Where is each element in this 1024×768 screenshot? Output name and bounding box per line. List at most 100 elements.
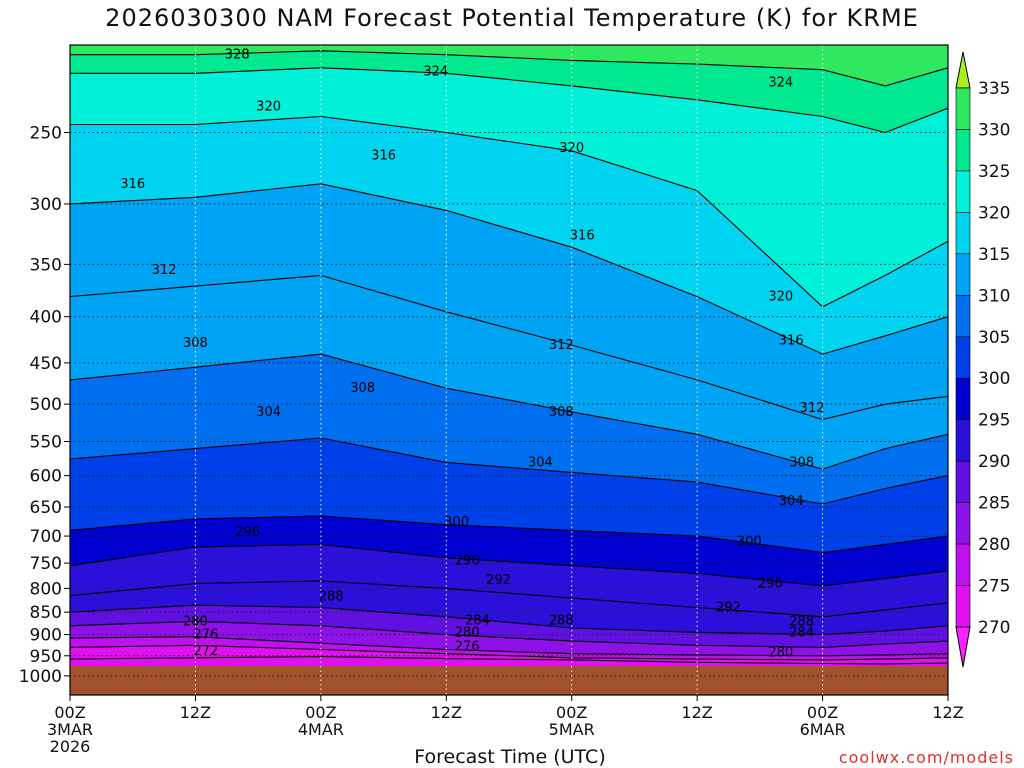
colorbar-label: 325: [978, 162, 1010, 182]
band-272: [70, 645, 948, 664]
colorbar-bottom-arrow: [955, 626, 971, 668]
x-tick-label: 5MAR: [549, 720, 595, 739]
band-316: [70, 116, 948, 355]
colorbar-segment: [955, 170, 971, 213]
contour-label: 316: [120, 177, 145, 192]
colorbar-label: 320: [978, 203, 1010, 223]
colorbar-label: 285: [978, 494, 1010, 514]
isentrope-300: [69, 515, 949, 554]
colorbar-segment: [955, 212, 971, 255]
band-below-272: [70, 656, 948, 666]
band-324: [70, 50, 948, 133]
colorbar-label: 315: [978, 245, 1010, 265]
isentrope-292: [69, 580, 949, 618]
band-296: [70, 516, 948, 586]
colorbar-segment: [955, 294, 971, 338]
contour-label: 316: [570, 228, 595, 243]
band-276: [70, 636, 948, 660]
y-tick-label: 550: [30, 433, 62, 453]
isentrope-288: [69, 604, 949, 636]
colorbar-segment: [955, 502, 971, 545]
colorbar-label: 300: [978, 369, 1010, 389]
band-308: [70, 275, 948, 470]
y-tick-label: 450: [30, 354, 62, 374]
contour-label: 276: [193, 628, 218, 643]
colorbar-segment: [955, 253, 971, 296]
x-tick-label: 12Z: [180, 703, 211, 722]
isentrope-312: [69, 274, 949, 421]
y-tick-label: 850: [30, 603, 62, 623]
colorbar-label: 270: [978, 618, 1010, 638]
contour-label: 320: [768, 290, 793, 305]
contour-label: 288: [789, 614, 814, 629]
colorbar-label: 295: [978, 411, 1010, 431]
x-tick-label: 12Z: [431, 703, 462, 722]
underground-region: [70, 665, 948, 695]
contour-label: 288: [319, 590, 344, 605]
y-tick-label: 400: [30, 308, 62, 328]
contour-label: 304: [528, 455, 553, 470]
isentrope-320: [70, 115, 949, 308]
y-tick-label: 350: [30, 255, 62, 275]
contour-label: 324: [423, 65, 448, 80]
colorbar-segment: [955, 460, 971, 504]
y-tick-label: 950: [30, 647, 62, 667]
y-tick-label: 800: [30, 579, 62, 599]
contour-label: 284: [789, 625, 814, 640]
contour-label: 320: [256, 100, 281, 115]
x-tick-label: 12Z: [681, 703, 712, 722]
isentrope-284: [69, 620, 949, 648]
isentrope-304: [69, 437, 949, 505]
contour-label: 280: [768, 646, 793, 661]
y-tick-label: 250: [30, 124, 62, 144]
colorbar-segment: [955, 419, 971, 462]
band-280: [70, 621, 948, 656]
contour-label: 312: [549, 338, 574, 353]
x-tick-label: 00Z: [305, 703, 336, 722]
contour-label: 292: [486, 573, 511, 588]
credit-text[interactable]: coolwx.com/models: [838, 748, 1014, 767]
x-tick-label: 12Z: [932, 703, 963, 722]
x-tick-label: 00Z: [807, 703, 838, 722]
contour-label: 312: [800, 401, 825, 416]
y-tick-label: 500: [30, 395, 62, 415]
band-328: [70, 45, 948, 86]
contour-label: 280: [183, 614, 208, 629]
y-tick-label: 750: [30, 554, 62, 574]
contour-label: 304: [779, 494, 804, 509]
contour-label: 280: [455, 625, 480, 640]
x-tick-label: 3MAR: [47, 720, 93, 739]
colorbar-label: 275: [978, 577, 1010, 597]
band-284: [70, 605, 948, 648]
contour-label: 296: [455, 554, 480, 569]
band-320: [70, 67, 948, 307]
contour-label: 316: [371, 148, 396, 163]
colorbar-segment: [955, 87, 971, 130]
y-tick-label: 600: [30, 467, 62, 487]
colorbar-segment: [955, 585, 971, 628]
x-tick-label: 4MAR: [298, 720, 344, 739]
contour-label: 312: [152, 263, 177, 278]
contour-label: 324: [768, 75, 793, 90]
y-tick-label: 700: [30, 527, 62, 547]
plot-frame: [69, 44, 949, 696]
x-tick-label: 00Z: [556, 703, 587, 722]
y-tick-label: 650: [30, 498, 62, 518]
contour-label: 288: [549, 613, 574, 628]
contour-label: 296: [235, 525, 260, 540]
x-tick-label: 6MAR: [800, 720, 846, 739]
chart-title: 2026030300 NAM Forecast Potential Temper…: [105, 4, 919, 32]
contour-label: 328: [225, 48, 250, 63]
contour-label: 300: [737, 535, 762, 550]
contour-label: 300: [444, 515, 469, 530]
contour-label: 272: [193, 644, 218, 659]
y-tick-label: 1000: [19, 667, 62, 687]
x-tick-label: 00Z: [54, 703, 85, 722]
x-axis-label: Forecast Time (UTC): [414, 746, 606, 768]
isentrope-328: [70, 50, 949, 87]
contour-label: 308: [549, 405, 574, 420]
colorbar-segment: [955, 377, 971, 421]
x-tick-label: 2026: [50, 737, 91, 756]
band-304: [70, 354, 948, 504]
contour-label: 308: [789, 455, 814, 470]
